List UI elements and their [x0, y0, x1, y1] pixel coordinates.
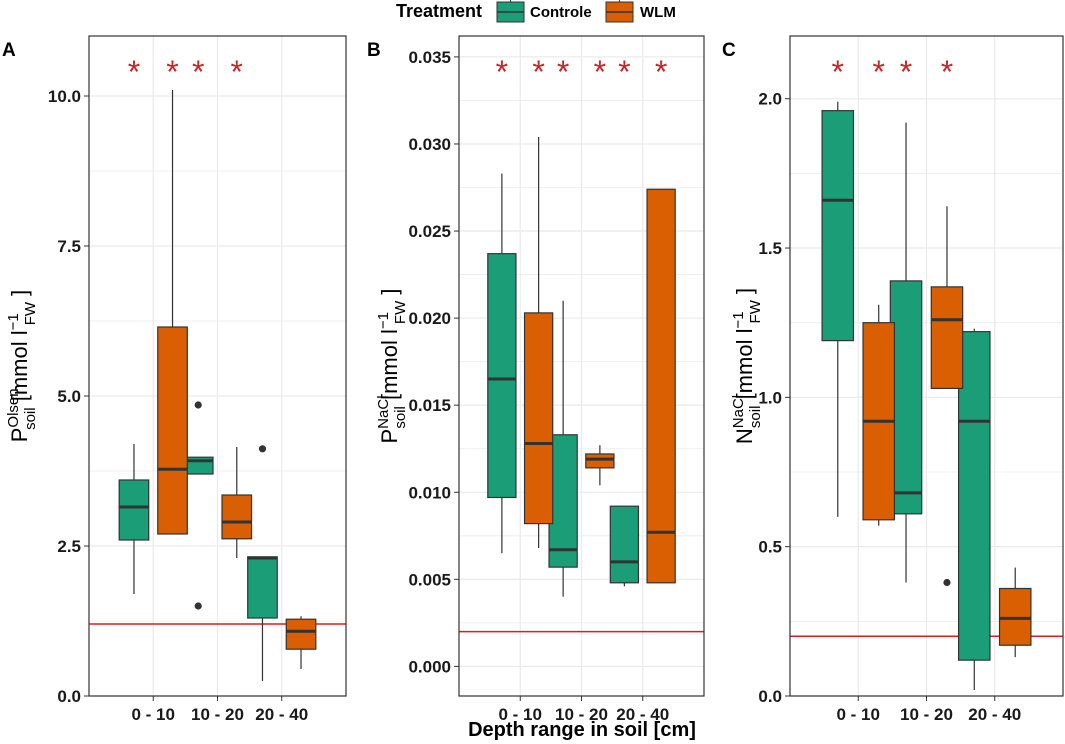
significance-star: *	[900, 54, 912, 90]
y-tick-label: 5.0	[57, 387, 81, 406]
box-body	[487, 253, 517, 499]
y-tick-label: 0.000	[408, 657, 451, 676]
significance-star: *	[832, 54, 844, 90]
significance-star: *	[192, 54, 204, 90]
panel-a: 0.0 2.5 5.0 7.5 10.0 0 - 10 10 - 20 20 - 40 * * * *…	[2, 35, 347, 724]
y-axis-title: POlsensoil [mmol l−1FW ]	[5, 290, 39, 443]
box-wlm-2	[646, 188, 676, 584]
box-wlm-2	[285, 616, 317, 669]
box-controle-1	[182, 401, 214, 610]
x-tick-label: 10 - 20	[191, 705, 244, 724]
box-wlm-1	[930, 206, 964, 587]
box-body	[221, 494, 253, 540]
x-tick-label: 0 - 10	[499, 705, 542, 724]
y-tick-label: 0.025	[408, 222, 451, 241]
y-tick-label: 10.0	[48, 87, 81, 106]
significance-star: *	[557, 54, 569, 90]
panel-border	[458, 35, 705, 697]
box-body	[523, 312, 554, 525]
x-tick-label: 20 - 40	[255, 705, 308, 724]
box-body	[157, 326, 188, 535]
significance-star: *	[941, 54, 953, 90]
y-axis-title: PNaClsoil [mmol l−1FW ]	[375, 288, 409, 443]
x-tick-label: 0 - 10	[837, 705, 880, 724]
y-axis-title: NNaClsoil [mmol l−1FW ]	[730, 288, 764, 444]
panel-letter: C	[722, 40, 736, 61]
box-body	[930, 286, 964, 389]
box-wlm-0	[157, 90, 188, 535]
legend: Treatment Controle WLM	[396, 0, 676, 23]
legend-title: Treatment	[396, 1, 482, 21]
significance-star: *	[532, 54, 544, 90]
box-controle-0	[821, 101, 855, 517]
box-controle-2	[609, 505, 640, 587]
box-controle-2	[957, 328, 991, 691]
significance-star: *	[618, 54, 630, 90]
y-tick-label: 0.0	[758, 687, 782, 706]
box-controle-0	[118, 444, 150, 594]
significance-star: *	[655, 54, 667, 90]
panel-c: 0.0 0.5 1.0 1.5 2.0 0 - 10 10 - 20 20 - 40 * * * * C…	[722, 35, 1064, 724]
y-tick-label: 1.5	[758, 239, 782, 258]
box-body	[957, 331, 991, 661]
y-tick-label: 0.5	[758, 538, 782, 557]
box-body	[285, 618, 317, 650]
y-tick-label: 0.010	[408, 483, 451, 502]
outlier-point	[258, 445, 267, 453]
box-body	[548, 434, 578, 568]
box-body	[821, 110, 855, 342]
x-tick-label: 20 - 40	[968, 705, 1021, 724]
box-controle-0	[487, 173, 517, 554]
box-body	[609, 505, 640, 584]
box-wlm-0	[523, 137, 554, 548]
box-body	[646, 188, 676, 584]
x-tick-label: 20 - 40	[616, 705, 669, 724]
x-axis-title: Depth range in soil [cm]	[468, 719, 696, 741]
significance-star: *	[594, 54, 606, 90]
significance-star: *	[166, 54, 178, 90]
box-wlm-1	[221, 447, 253, 558]
box-body	[247, 556, 278, 619]
box-wlm-2	[998, 567, 1032, 658]
panel-border	[88, 35, 347, 697]
significance-star: *	[496, 54, 508, 90]
y-tick-label: 0.015	[408, 396, 451, 415]
box-controle-2	[247, 445, 278, 681]
panel-b: 0.000 0.005 0.010 0.015 0.020 0.025 0.030 0.035…	[367, 35, 705, 724]
box-wlm-0	[862, 304, 896, 526]
panel-letter: A	[2, 40, 16, 61]
y-tick-label: 1.0	[758, 388, 782, 407]
significance-star: *	[231, 54, 243, 90]
y-tick-label: 2.0	[758, 90, 782, 109]
significance-star: *	[128, 54, 140, 90]
panel-letter: B	[367, 40, 381, 61]
y-tick-label: 0.035	[408, 48, 451, 67]
legend-label-wlm: WLM	[640, 4, 676, 21]
panel-border	[789, 35, 1064, 697]
box-body	[889, 280, 923, 515]
x-tick-label: 10 - 20	[900, 705, 953, 724]
box-wlm-1	[585, 445, 615, 486]
y-tick-label: 2.5	[57, 537, 81, 556]
y-tick-label: 0.030	[408, 135, 451, 154]
x-tick-label: 0 - 10	[132, 705, 175, 724]
outlier-point	[943, 578, 951, 587]
legend-label-controle: Controle	[530, 4, 592, 21]
box-body	[118, 479, 150, 541]
y-tick-label: 0.005	[408, 570, 451, 589]
y-tick-label: 0.020	[408, 309, 451, 328]
x-tick-label: 10 - 20	[555, 705, 608, 724]
box-controle-1	[548, 300, 578, 597]
y-tick-label: 0.0	[57, 687, 81, 706]
outlier-point	[194, 602, 202, 610]
significance-star: *	[872, 54, 884, 90]
box-controle-1	[889, 122, 923, 583]
box-body	[585, 453, 615, 469]
y-tick-label: 7.5	[57, 237, 81, 256]
outlier-point	[194, 401, 202, 409]
